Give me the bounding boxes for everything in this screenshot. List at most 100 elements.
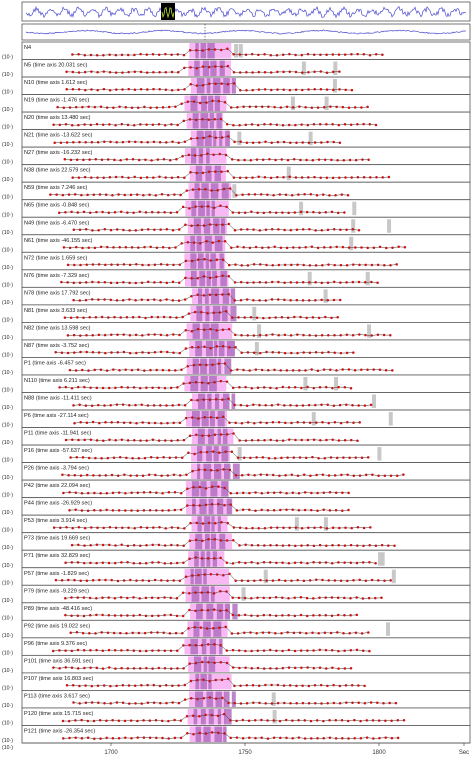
band-dark: [202, 323, 210, 339]
data-point: [306, 562, 309, 565]
data-point: [74, 508, 77, 512]
data-point: [120, 438, 124, 441]
data-point: [75, 245, 78, 249]
data-point: [89, 648, 92, 652]
y-tick-label: (10·): [2, 160, 13, 166]
data-point: [67, 473, 70, 477]
data-point: [315, 421, 318, 424]
data-point: [270, 404, 274, 407]
data-point: [184, 276, 187, 280]
data-point: [85, 350, 88, 354]
data-point: [204, 503, 208, 507]
data-point: [109, 403, 112, 407]
data-point: [273, 368, 276, 372]
band-dark: [232, 78, 236, 94]
data-point: [135, 579, 138, 582]
data-point: [139, 544, 142, 548]
band-dark: [207, 43, 215, 59]
data-point: [66, 263, 70, 267]
data-point: [274, 316, 277, 319]
data-point: [77, 53, 80, 56]
data-point: [325, 176, 329, 180]
band-dark: [195, 340, 203, 357]
data-point: [299, 649, 303, 652]
data-point: [274, 596, 278, 599]
data-point: [320, 298, 323, 302]
data-point: [356, 123, 359, 126]
data-point: [319, 70, 323, 73]
data-point: [272, 509, 276, 512]
data-point: [367, 158, 370, 161]
data-point: [162, 315, 166, 319]
data-point: [370, 578, 374, 582]
data-point: [278, 193, 282, 196]
data-point: [123, 193, 127, 197]
data-point: [176, 386, 179, 389]
data-point: [283, 228, 286, 232]
data-point: [356, 544, 359, 547]
data-point: [179, 193, 182, 197]
data-point: [150, 159, 153, 162]
data-point: [240, 579, 244, 582]
data-point: [113, 210, 117, 214]
data-point: [210, 485, 214, 489]
data-point: [384, 719, 387, 722]
gray-marker: [254, 341, 259, 356]
data-point: [287, 562, 291, 565]
data-point: [315, 719, 319, 722]
data-point: [113, 561, 117, 565]
data-point: [281, 596, 284, 599]
band-dark: [223, 78, 230, 94]
data-point: [331, 544, 334, 547]
data-point: [281, 666, 285, 670]
data-point: [251, 526, 254, 530]
data-point: [356, 52, 359, 56]
data-point: [144, 649, 148, 653]
panel-frame: [21, 251, 471, 271]
band-dark: [209, 411, 215, 427]
data-point: [232, 52, 235, 56]
trace-line: [53, 644, 370, 652]
panel-label: P121 (time axis -26.354 sec): [24, 728, 95, 734]
y-tick-label: (10·): [2, 545, 13, 551]
data-point: [337, 561, 340, 564]
data-point: [108, 53, 111, 56]
data-point: [221, 223, 224, 226]
data-point: [87, 246, 90, 250]
panel-label: P26 (time axis -3.794 sec): [24, 466, 89, 472]
data-point: [65, 683, 69, 687]
data-point: [102, 526, 105, 530]
data-point: [255, 631, 258, 635]
gray-marker: [385, 622, 390, 636]
data-point: [157, 439, 161, 442]
band-dark: [201, 586, 209, 602]
band-dark: [213, 130, 217, 147]
data-point: [177, 281, 181, 285]
band-dark: [192, 323, 200, 339]
data-point: [249, 158, 253, 162]
data-point: [138, 667, 142, 670]
data-point: [56, 105, 59, 109]
data-point: [376, 701, 379, 705]
data-point: [208, 398, 212, 401]
data-point: [242, 368, 245, 372]
data-point: [274, 211, 278, 214]
data-point: [108, 70, 112, 74]
data-point: [225, 608, 228, 612]
data-point: [141, 263, 144, 267]
data-point: [326, 228, 330, 232]
data-point: [86, 719, 90, 723]
band-dark: [205, 165, 212, 182]
data-point: [100, 158, 104, 161]
data-point: [165, 298, 168, 301]
data-point: [245, 176, 248, 179]
data-point: [331, 386, 334, 390]
data-point: [331, 53, 335, 56]
data-point: [349, 648, 353, 652]
y-tick-label-bottom: (10·): [2, 745, 13, 751]
data-point: [183, 140, 187, 143]
data-point: [345, 281, 348, 284]
data-point: [97, 228, 100, 232]
data-point: [343, 667, 347, 670]
data-point: [127, 140, 131, 144]
